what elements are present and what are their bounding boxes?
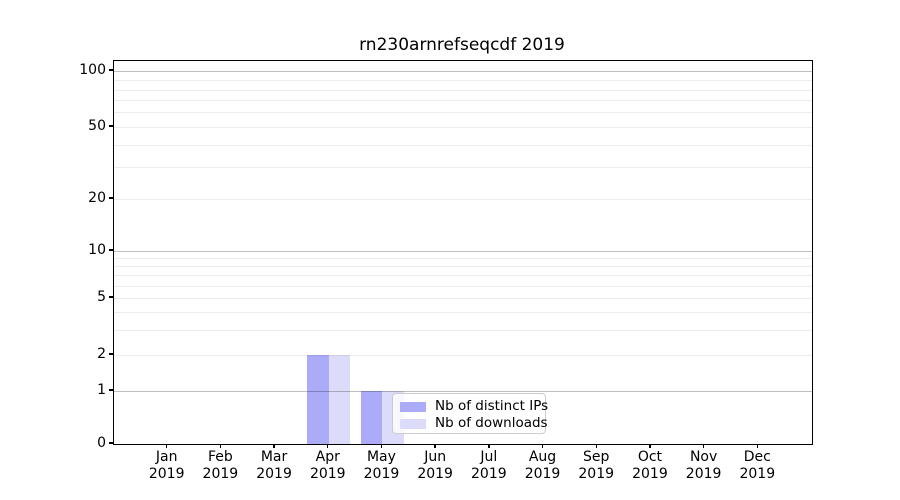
gridline-50 [114,127,812,128]
gridline-90 [114,79,812,81]
legend: Nb of distinct IPs Nb of downloads [392,393,549,434]
legend-swatch-downloads [400,418,426,429]
gridline-2 [114,355,812,356]
y-tick-5 [109,296,113,298]
y-tick-10 [109,249,113,251]
legend-label-distinct-ips: Nb of distinct IPs [435,398,549,414]
x-tick-label-jan: Jan 2019 [148,449,185,482]
gridline-3 [114,330,812,331]
x-tick-label-jul: Jul 2019 [471,449,507,482]
gridline-4 [114,312,812,313]
x-tick-label-nov: Nov 2019 [685,449,722,482]
x-tick-jun [434,444,436,448]
gridline-7 [114,275,812,276]
y-tick-label-5: 5 [97,289,106,305]
y-tick-label-10: 10 [88,242,106,258]
x-tick-jul [488,444,490,448]
legend-label-downloads: Nb of downloads [435,415,548,431]
gridline-70 [114,100,812,101]
y-tick-label-100: 100 [79,62,106,78]
legend-row-distinct-ips: Nb of distinct IPs [400,398,549,414]
x-tick-aug [541,444,544,448]
bar-apr-downloads [328,355,351,444]
x-tick-label-may: May 2019 [363,449,400,482]
gridline-10 [114,251,812,252]
x-tick-label-dec: Dec 2019 [739,449,776,482]
gridline-60 [114,112,812,113]
x-tick-mar [273,444,275,448]
y-tick-0 [109,442,113,444]
x-tick-feb [219,444,222,448]
legend-swatch-distinct-ips [400,401,426,412]
bar-apr-distinct-ips [307,355,329,444]
gridline-6 [114,286,812,287]
y-tick-2 [109,353,113,355]
gridline-20 [114,199,812,200]
gridline-9 [114,258,812,259]
bar-may-distinct-ips [360,391,383,444]
x-tick-label-sep: Sep 2019 [578,449,615,482]
y-tick-1 [109,389,113,391]
x-tick-label-jun: Jun 2019 [417,449,453,482]
x-tick-may [380,444,383,448]
gridline-30 [114,167,812,168]
x-tick-apr [327,444,329,448]
legend-row-downloads: Nb of downloads [400,415,548,431]
x-tick-nov [702,444,705,448]
y-tick-label-0: 0 [97,435,106,451]
x-tick-label-aug: Aug 2019 [524,449,561,482]
x-tick-label-apr: Apr 2019 [309,449,346,482]
y-tick-20 [109,197,113,199]
y-tick-50 [109,125,113,127]
gridline-40 [114,145,812,146]
y-tick-label-20: 20 [88,190,106,206]
x-tick-label-oct: Oct 2019 [632,449,668,482]
gridline-1 [114,391,812,392]
y-tick-label-2: 2 [97,346,106,362]
y-tick-label-50: 50 [88,118,106,134]
y-tick-100 [109,69,113,71]
x-tick-jan [165,444,168,448]
gridline-8 [114,266,812,267]
chart-title: rn230arnrefseqcdf 2019 [359,35,565,55]
y-tick-label-1: 1 [97,382,106,398]
gridline-80 [114,89,812,91]
x-tick-dec [756,444,758,448]
gridline-100 [114,71,812,72]
x-tick-sep [595,444,597,448]
plot-area [113,60,813,445]
x-tick-oct [649,444,651,448]
gridline-5 [114,298,812,299]
x-tick-label-feb: Feb 2019 [202,449,239,482]
x-tick-label-mar: Mar 2019 [256,449,292,482]
